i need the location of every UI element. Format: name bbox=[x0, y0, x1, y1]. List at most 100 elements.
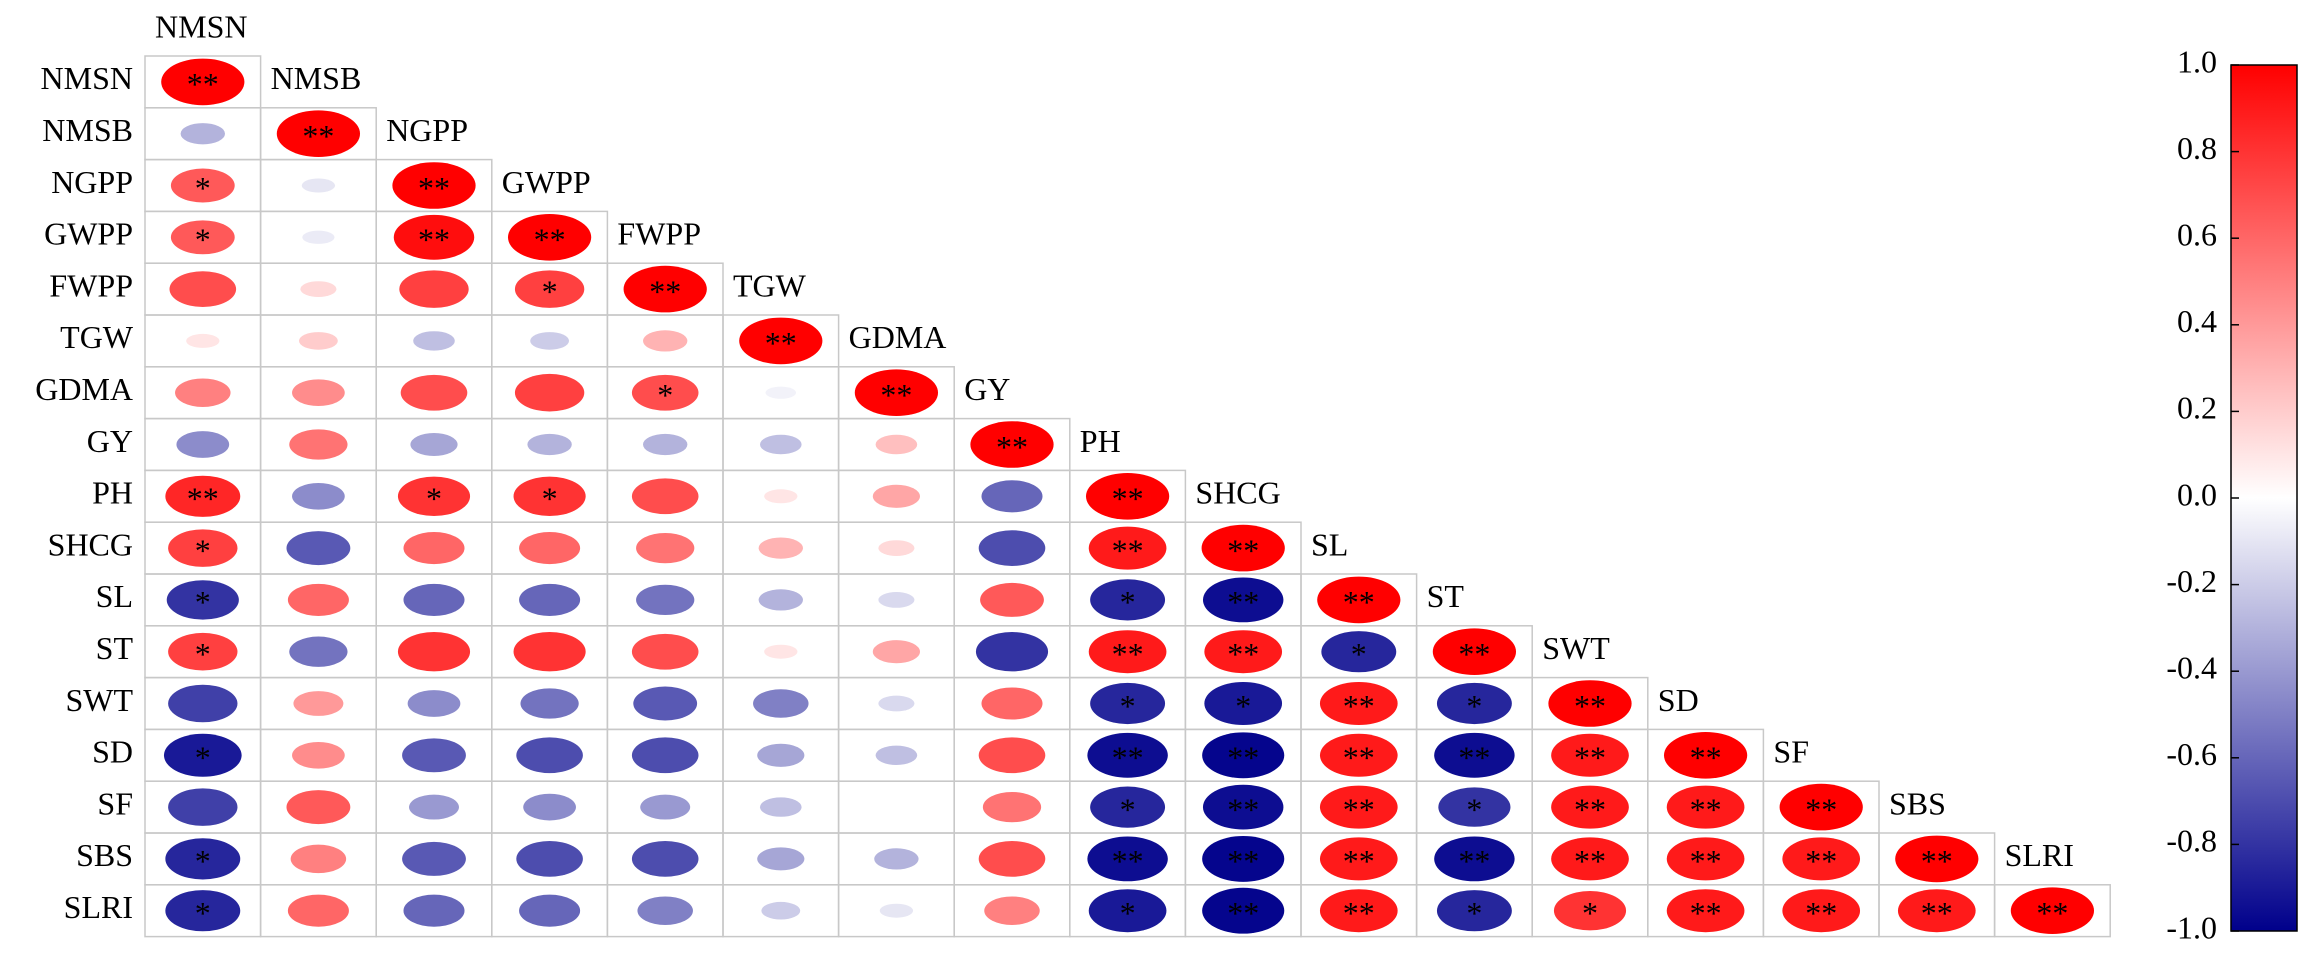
correlation-ellipse bbox=[519, 583, 581, 616]
significance: * bbox=[1120, 895, 1136, 931]
correlation-ellipse bbox=[397, 476, 471, 516]
correlation-ellipse bbox=[879, 903, 914, 918]
correlation-ellipse bbox=[875, 745, 918, 766]
significance: ** bbox=[1458, 636, 1490, 672]
correlation-ellipse bbox=[165, 838, 241, 880]
correlation-ellipse bbox=[514, 270, 585, 308]
correlation-ellipse bbox=[758, 537, 803, 559]
correlation-ellipse bbox=[1202, 887, 1285, 934]
column-label: ST bbox=[1427, 578, 1465, 614]
significance: ** bbox=[765, 325, 797, 361]
correlation-ellipse bbox=[1436, 890, 1512, 932]
correlation-ellipse bbox=[507, 213, 592, 261]
row-label: GWPP bbox=[44, 216, 133, 252]
row-label: GY bbox=[87, 423, 133, 459]
significance: ** bbox=[1690, 843, 1722, 879]
correlation-ellipse bbox=[757, 743, 805, 767]
correlation-ellipse bbox=[637, 896, 693, 925]
significance: ** bbox=[1112, 636, 1144, 672]
column-label: SL bbox=[1311, 526, 1348, 562]
correlation-ellipse bbox=[169, 271, 237, 307]
significance: * bbox=[657, 377, 673, 413]
significance: ** bbox=[1227, 584, 1259, 620]
significance: ** bbox=[1343, 740, 1375, 776]
colorbar-tick-label: 0.0 bbox=[2177, 476, 2217, 512]
correlation-ellipse bbox=[640, 794, 691, 820]
correlation-ellipse bbox=[1090, 786, 1166, 828]
colorbar-tick-label: -0.6 bbox=[2166, 736, 2217, 772]
significance: ** bbox=[1227, 895, 1259, 931]
correlation-ellipse bbox=[1090, 682, 1166, 725]
significance: * bbox=[1120, 688, 1136, 724]
correlation-ellipse bbox=[758, 589, 803, 611]
correlation-ellipse bbox=[1666, 785, 1745, 829]
colorbar-tick-label: 0.2 bbox=[2177, 390, 2217, 426]
correlation-ellipse bbox=[170, 168, 235, 203]
column-label: SWT bbox=[1542, 630, 1610, 666]
correlation-ellipse bbox=[165, 890, 241, 932]
significance: ** bbox=[1343, 688, 1375, 724]
significance: ** bbox=[996, 429, 1028, 465]
correlation-ellipse bbox=[400, 374, 468, 411]
significance: ** bbox=[1112, 740, 1144, 776]
correlation-ellipse bbox=[878, 695, 915, 712]
correlation-ellipse bbox=[984, 896, 1040, 925]
significance: ** bbox=[1805, 791, 1837, 827]
correlation-ellipse bbox=[409, 794, 459, 820]
significance: ** bbox=[1227, 532, 1259, 568]
correlation-ellipse bbox=[978, 530, 1046, 566]
correlation-ellipse bbox=[298, 332, 338, 350]
correlation-ellipse bbox=[301, 178, 336, 193]
correlation-ellipse bbox=[623, 265, 707, 313]
correlation-ellipse bbox=[636, 532, 695, 564]
correlation-ellipse bbox=[1897, 889, 1976, 933]
correlation-ellipse bbox=[1319, 837, 1398, 881]
correlation-ellipse bbox=[1090, 579, 1166, 621]
significance: ** bbox=[1574, 688, 1606, 724]
correlation-ellipse bbox=[287, 583, 349, 616]
correlation-ellipse bbox=[523, 793, 576, 821]
row-label: NGPP bbox=[51, 164, 133, 200]
significance: * bbox=[1466, 791, 1482, 827]
significance: ** bbox=[1690, 740, 1722, 776]
column-label: PH bbox=[1080, 423, 1121, 459]
correlation-ellipse bbox=[163, 733, 242, 777]
row-label: SLRI bbox=[64, 889, 133, 925]
correlation-ellipse bbox=[759, 434, 802, 455]
correlation-ellipse bbox=[982, 791, 1042, 823]
correlation-ellipse bbox=[631, 374, 699, 411]
significance: ** bbox=[534, 222, 566, 258]
correlation-ellipse bbox=[1204, 630, 1283, 674]
correlation-ellipse bbox=[1779, 783, 1863, 831]
correlation-ellipse bbox=[872, 640, 920, 664]
significance: ** bbox=[187, 481, 219, 517]
correlation-ellipse bbox=[854, 369, 939, 417]
significance: * bbox=[195, 532, 211, 568]
correlation-ellipse bbox=[403, 894, 465, 927]
significance: ** bbox=[1805, 843, 1837, 879]
correlation-ellipse bbox=[168, 529, 238, 567]
correlation-ellipse bbox=[1202, 784, 1284, 830]
correlation-ellipse bbox=[1321, 631, 1397, 673]
correlation-ellipse bbox=[1551, 733, 1629, 777]
correlation-ellipse bbox=[980, 582, 1044, 617]
correlation-ellipse bbox=[403, 583, 465, 616]
significance: ** bbox=[880, 377, 912, 413]
significance: * bbox=[1466, 688, 1482, 724]
correlation-ellipse bbox=[519, 894, 581, 927]
correlation-ellipse bbox=[514, 373, 585, 412]
correlation-ellipse bbox=[176, 431, 230, 458]
correlation-ellipse bbox=[513, 476, 586, 516]
correlation-ellipse bbox=[633, 686, 698, 721]
correlation-ellipse bbox=[1319, 733, 1398, 777]
correlation-ellipse bbox=[631, 841, 699, 877]
significance: ** bbox=[1805, 895, 1837, 931]
significance: ** bbox=[1574, 740, 1606, 776]
correlation-ellipse bbox=[292, 741, 345, 769]
column-label: SF bbox=[1773, 734, 1809, 770]
significance: ** bbox=[1921, 843, 1953, 879]
significance: * bbox=[542, 273, 558, 309]
significance: * bbox=[195, 740, 211, 776]
correlation-ellipse bbox=[175, 378, 231, 407]
significance: * bbox=[195, 843, 211, 879]
